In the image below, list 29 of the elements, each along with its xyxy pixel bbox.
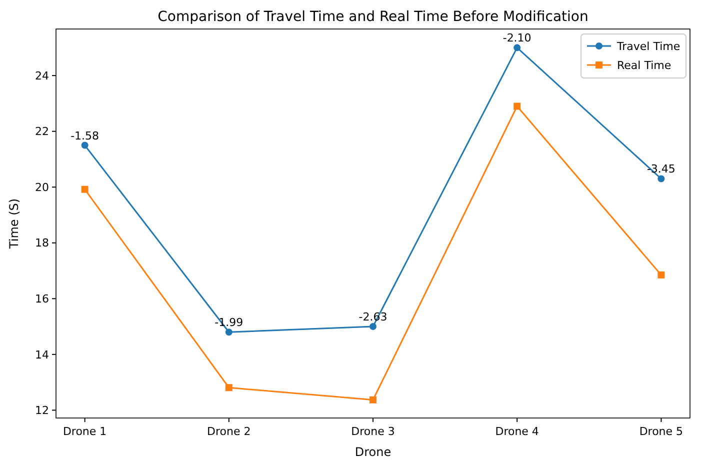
x-tick-label: Drone 2 (207, 425, 251, 438)
y-tick-label: 14 (35, 348, 49, 362)
point (225, 328, 232, 336)
point (514, 102, 521, 110)
y-tick-label: 18 (35, 236, 49, 250)
x-tick-label: Drone 3 (351, 425, 395, 438)
point (658, 175, 665, 182)
x-axis-title: Drone (354, 445, 392, 459)
x-tick-label: Drone 1 (62, 425, 107, 438)
point (81, 142, 88, 149)
point (370, 323, 376, 330)
point (514, 44, 521, 52)
annotation: -2.10 (502, 32, 532, 45)
chart-title: Comparison of Travel Time and Real Time Before Modification (158, 9, 588, 25)
annotation: -1.58 (70, 129, 100, 142)
y-tick-label: 12 (35, 404, 49, 418)
legend-label: Travel Time (616, 40, 680, 53)
y-tick-label: 22 (35, 125, 49, 138)
x-tick-label: Drone 4 (495, 425, 539, 438)
x-tick-label: Drone 5 (639, 425, 684, 438)
legend-label: Real Time (617, 58, 672, 72)
y-tick-label: 24 (35, 69, 49, 82)
point (225, 384, 232, 392)
point (81, 186, 88, 193)
point (370, 396, 376, 404)
point (658, 271, 665, 278)
y-tick-label: 20 (35, 180, 49, 194)
y-tick-label: 16 (35, 292, 49, 306)
y-axis-title: Time (S) (7, 198, 21, 250)
